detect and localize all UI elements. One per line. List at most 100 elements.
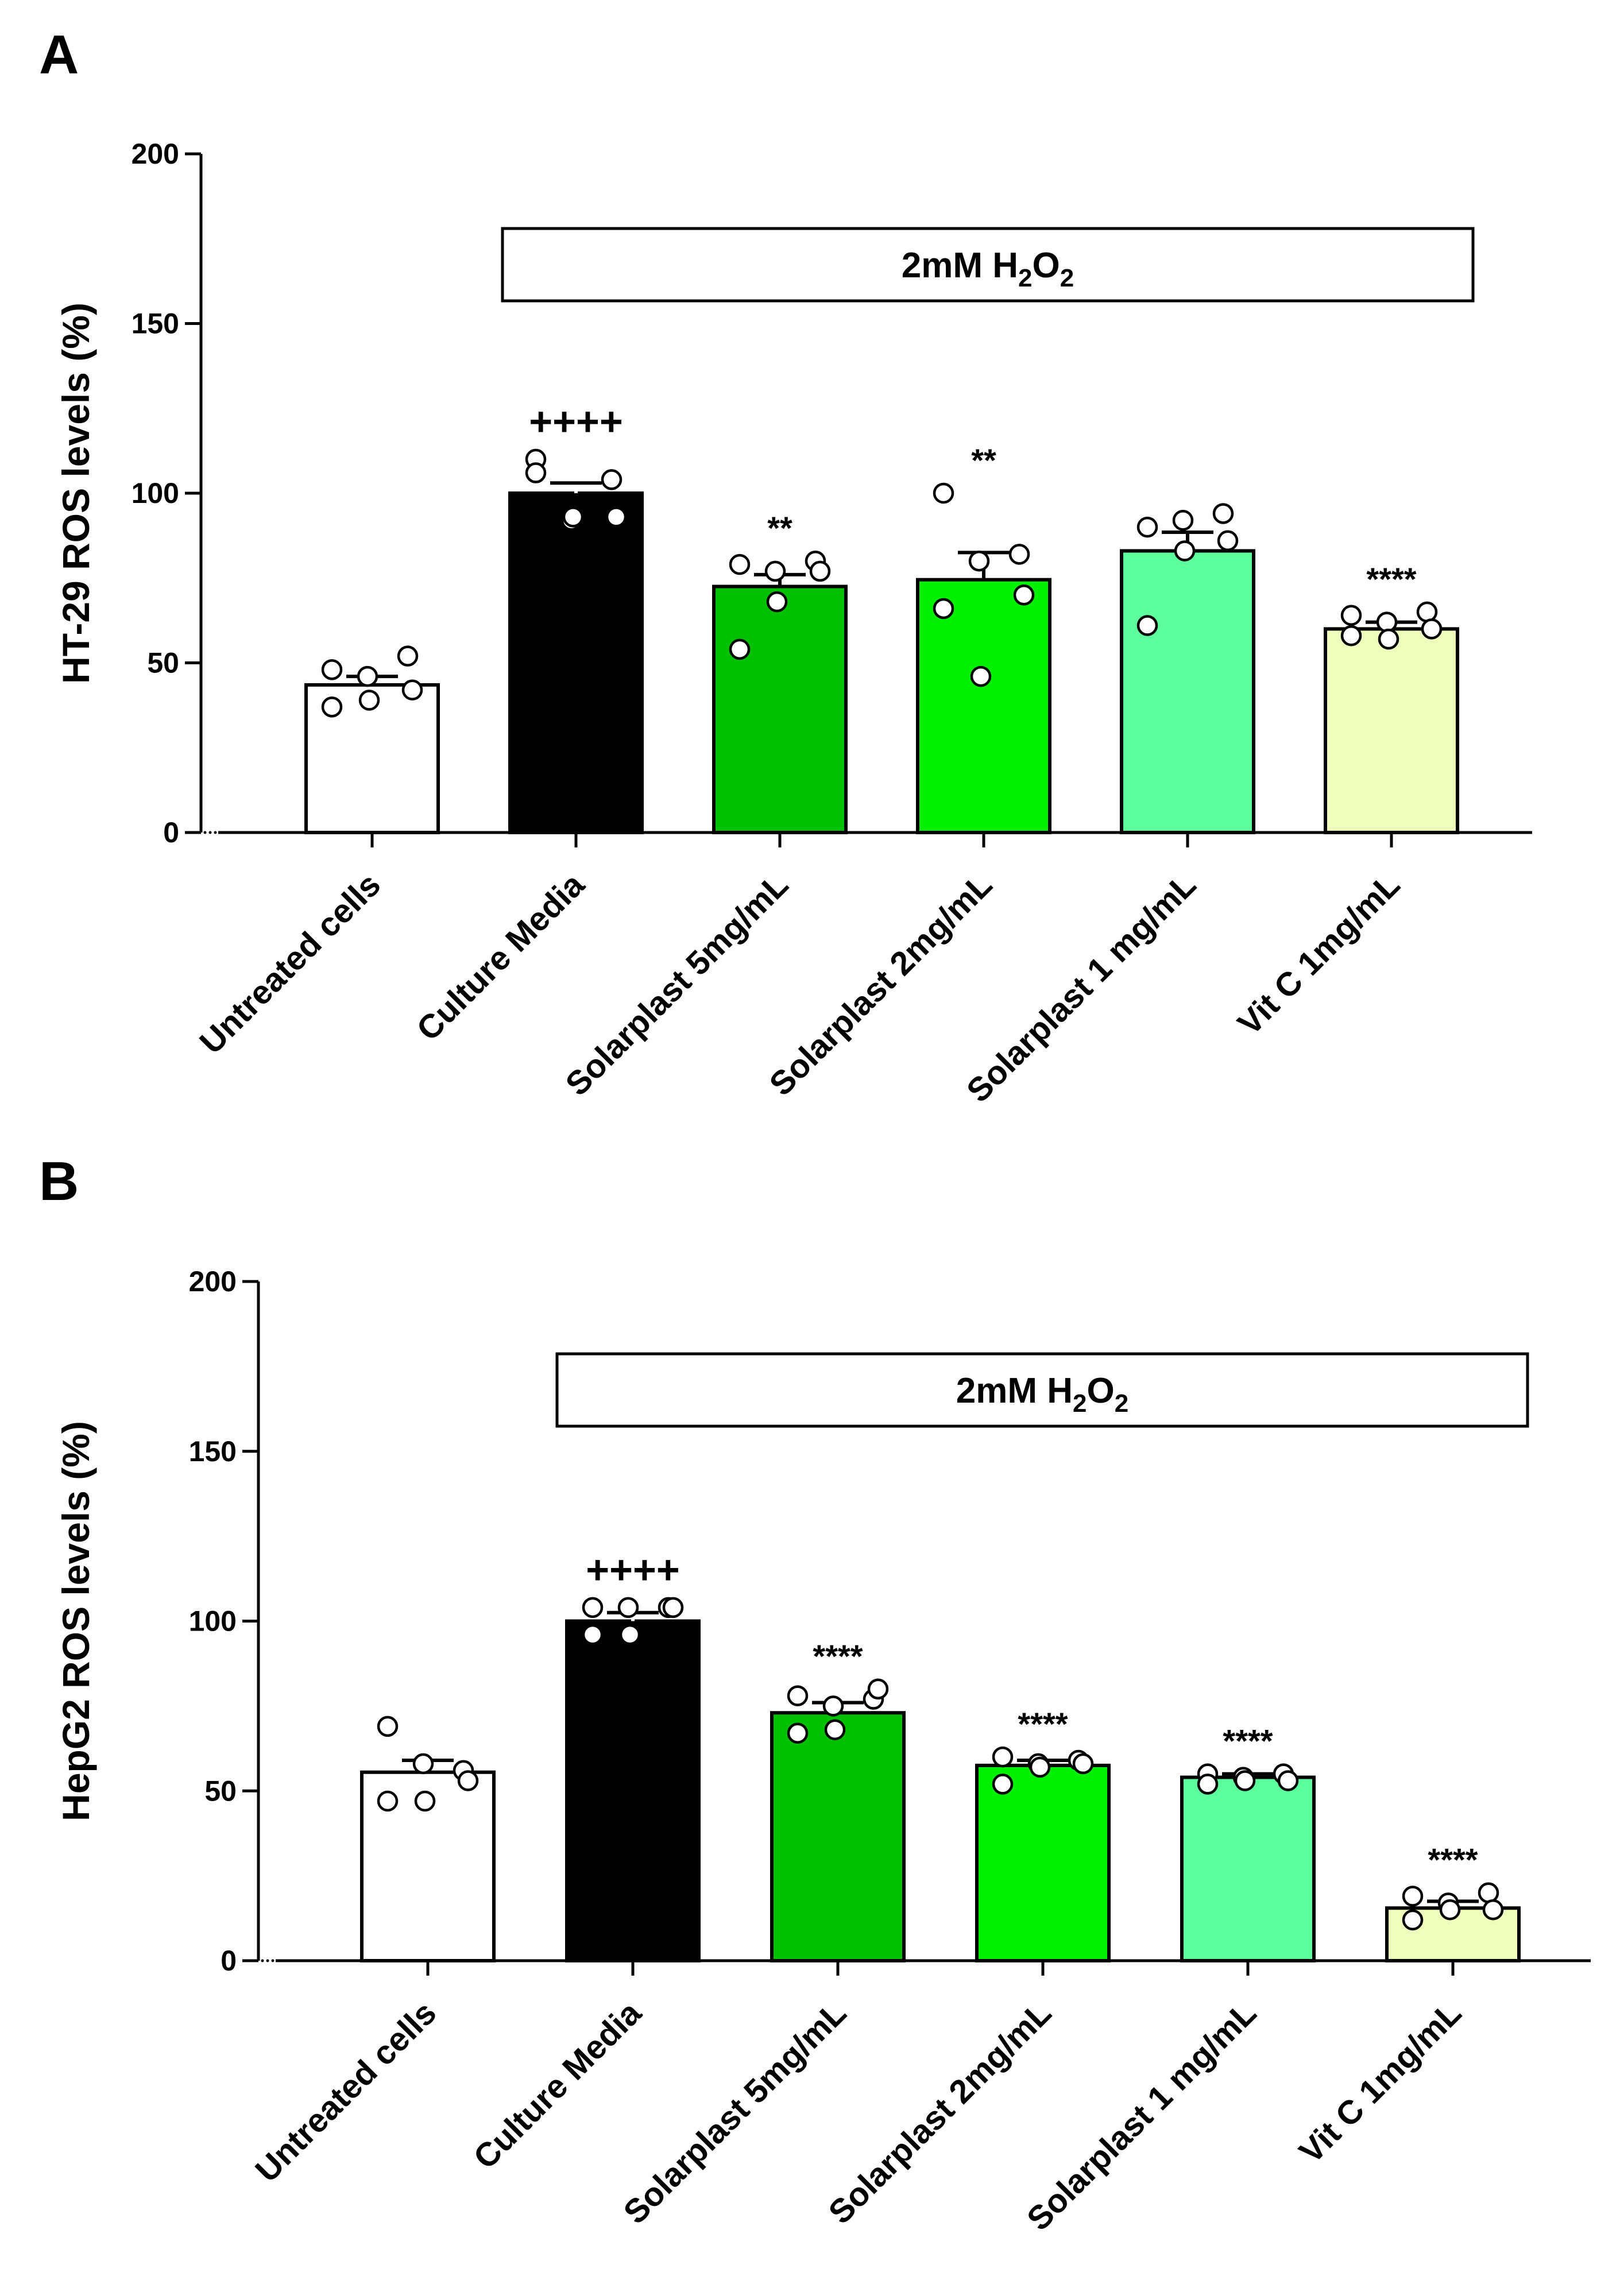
panel-label-a: A bbox=[39, 24, 79, 86]
data-point-b-1 bbox=[582, 1597, 604, 1619]
data-point-b-0 bbox=[457, 1770, 479, 1791]
treatment-box-a bbox=[501, 227, 1475, 303]
data-point-a-4 bbox=[1172, 510, 1194, 531]
data-point-a-3 bbox=[933, 482, 954, 504]
bar-b-3 bbox=[975, 1763, 1111, 1962]
data-point-b-3 bbox=[1029, 1756, 1051, 1778]
y-tick-label-a: 50 bbox=[147, 647, 179, 679]
data-point-b-3 bbox=[992, 1774, 1014, 1795]
bar-b-2 bbox=[770, 1711, 906, 1963]
data-point-a-1 bbox=[605, 506, 627, 528]
axis-break-dot bbox=[261, 1959, 264, 1962]
y-tick-label-b: 50 bbox=[204, 1775, 237, 1807]
significance-label-b-3: **** bbox=[1018, 1706, 1068, 1742]
bar-a-5 bbox=[1324, 627, 1459, 835]
y-axis-label-b: HepG2 ROS levels (%) bbox=[55, 1421, 97, 1821]
y-tick-label-a: 200 bbox=[132, 138, 179, 170]
data-point-a-3 bbox=[1013, 584, 1035, 606]
y-tick-label-a: 150 bbox=[132, 308, 179, 340]
axis-break-dot bbox=[208, 831, 212, 834]
data-point-b-0 bbox=[377, 1716, 399, 1737]
significance-label-a-5: **** bbox=[1366, 561, 1416, 597]
x-category-label-a-3: Solarplast 2mg/mL bbox=[762, 866, 999, 1103]
treatment-subscript: 2 bbox=[1073, 1389, 1087, 1418]
data-point-a-0 bbox=[358, 690, 380, 711]
data-point-a-5 bbox=[1378, 628, 1399, 650]
data-point-a-4 bbox=[1136, 516, 1158, 538]
y-axis-label-a: HT-29 ROS levels (%) bbox=[55, 303, 97, 684]
data-point-b-0 bbox=[377, 1790, 399, 1812]
treatment-subscript: 2 bbox=[1060, 264, 1074, 292]
data-point-b-1 bbox=[619, 1624, 641, 1645]
treatment-subscript: 2 bbox=[1018, 264, 1032, 292]
x-category-label-b-3: Solarplast 2mg/mL bbox=[821, 1994, 1058, 2231]
data-point-a-3 bbox=[968, 550, 990, 572]
y-tick-label-a: 100 bbox=[132, 477, 179, 509]
treatment-text: 2mM H bbox=[956, 1371, 1073, 1411]
data-point-b-2 bbox=[822, 1695, 844, 1717]
data-point-a-2 bbox=[809, 560, 831, 582]
treatment-subscript: 2 bbox=[1115, 1389, 1128, 1418]
data-point-a-1 bbox=[562, 506, 584, 528]
significance-label-a-2: ** bbox=[767, 510, 792, 546]
treatment-box-label-a: 2mM H2O2 bbox=[902, 246, 1074, 292]
x-category-label-a-4: Solarplast 1 mg/mL bbox=[960, 866, 1203, 1109]
significance-label-a-3: ** bbox=[971, 442, 996, 478]
significance-label-b-1: ++++ bbox=[586, 1547, 680, 1592]
x-category-label-a-0: Untreated cells bbox=[192, 866, 388, 1061]
data-point-b-5 bbox=[1402, 1885, 1424, 1907]
data-point-a-2 bbox=[766, 591, 788, 613]
y-tick-label-b: 0 bbox=[221, 1945, 237, 1977]
treatment-text: O bbox=[1087, 1371, 1115, 1411]
bar-a-4 bbox=[1120, 549, 1255, 834]
bar-a-3 bbox=[916, 578, 1051, 835]
y-tick-label-b: 200 bbox=[189, 1265, 237, 1298]
data-point-b-0 bbox=[414, 1790, 436, 1812]
data-point-a-1 bbox=[525, 462, 547, 483]
x-category-label-b-4: Solarplast 1 mg/mL bbox=[1020, 1994, 1263, 2237]
bar-a-2 bbox=[712, 584, 848, 835]
data-point-b-2 bbox=[787, 1722, 809, 1744]
data-point-a-4 bbox=[1212, 503, 1234, 524]
data-point-b-5 bbox=[1482, 1899, 1504, 1921]
axis-break-dot bbox=[266, 1959, 269, 1962]
treatment-box-label-b: 2mM H2O2 bbox=[956, 1371, 1128, 1418]
data-point-b-1 bbox=[582, 1624, 604, 1645]
data-point-a-5 bbox=[1416, 601, 1438, 623]
treatment-text: 2mM H bbox=[902, 246, 1018, 285]
data-point-b-2 bbox=[824, 1719, 846, 1741]
x-category-label-a-5: Vit C 1mg/mL bbox=[1231, 866, 1407, 1042]
data-point-b-1 bbox=[617, 1597, 639, 1619]
x-category-label-b-0: Untreated cells bbox=[248, 1994, 443, 2189]
data-point-b-5 bbox=[1439, 1899, 1461, 1921]
x-category-label-a-1: Culture Media bbox=[409, 866, 592, 1048]
data-point-a-4 bbox=[1217, 530, 1239, 551]
significance-label-b-5: **** bbox=[1428, 1842, 1478, 1878]
y-tick-label-b: 100 bbox=[189, 1605, 237, 1637]
bar-b-4 bbox=[1180, 1775, 1316, 1963]
data-point-a-0 bbox=[401, 679, 423, 701]
data-point-a-1 bbox=[601, 469, 623, 490]
data-point-b-2 bbox=[867, 1678, 889, 1700]
panel-label-b: B bbox=[39, 1151, 79, 1212]
data-point-b-5 bbox=[1402, 1909, 1424, 1931]
significance-label-b-4: **** bbox=[1223, 1723, 1273, 1759]
data-point-a-3 bbox=[1008, 544, 1030, 565]
data-point-b-3 bbox=[992, 1746, 1014, 1768]
data-point-b-3 bbox=[1072, 1753, 1094, 1775]
data-point-a-4 bbox=[1174, 540, 1196, 562]
treatment-box-b bbox=[555, 1352, 1529, 1428]
bar-a-1 bbox=[508, 491, 644, 834]
data-point-a-5 bbox=[1421, 618, 1443, 640]
x-category-label-b-5: Vit C 1mg/mL bbox=[1292, 1994, 1468, 2170]
data-point-a-2 bbox=[764, 560, 786, 582]
x-category-label-b-2: Solarplast 5mg/mL bbox=[616, 1994, 853, 2231]
significance-label-b-2: **** bbox=[813, 1638, 863, 1674]
axis-break-dot bbox=[203, 831, 207, 834]
data-point-a-0 bbox=[321, 696, 343, 718]
data-point-a-5 bbox=[1340, 605, 1362, 626]
data-point-a-3 bbox=[970, 665, 992, 687]
data-point-a-0 bbox=[397, 645, 419, 667]
